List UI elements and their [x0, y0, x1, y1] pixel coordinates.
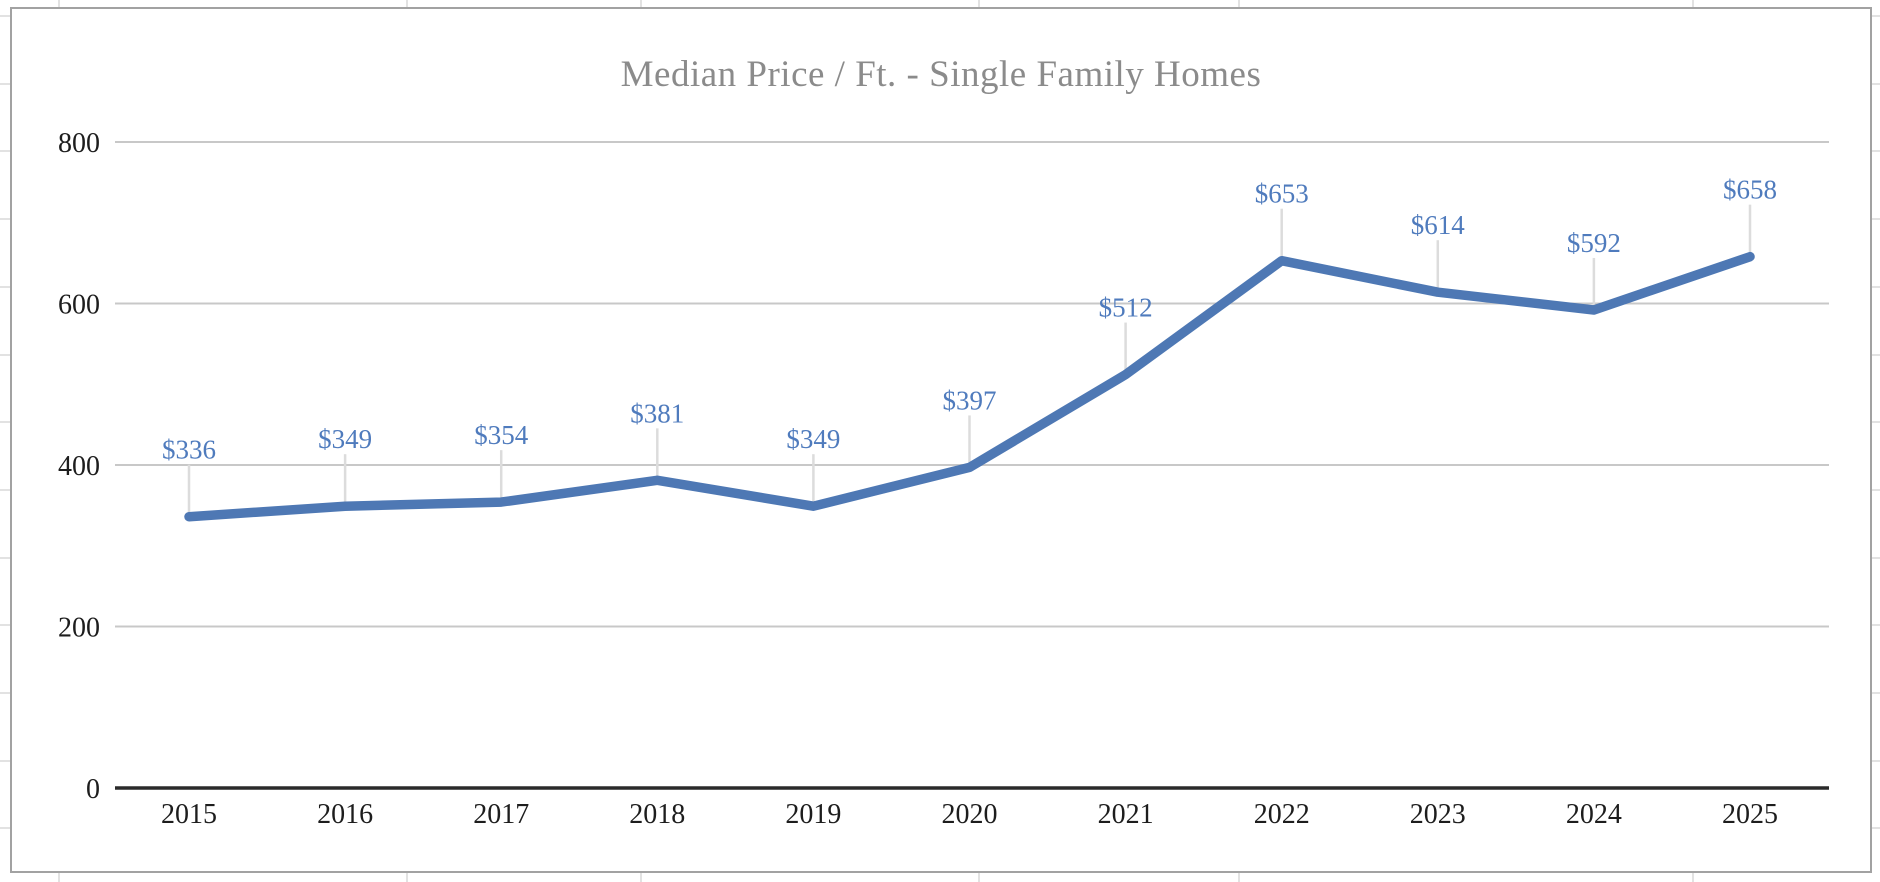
x-axis-tick-label: 2020	[942, 799, 998, 830]
chart-title: Median Price / Ft. - Single Family Homes	[620, 54, 1262, 95]
y-axis-tick-label: 200	[58, 613, 100, 644]
x-axis-tick-label: 2019	[785, 799, 841, 830]
y-axis-tick-label: 400	[58, 451, 100, 482]
data-label: $397	[943, 385, 997, 415]
series-line	[184, 251, 1755, 522]
data-label: $512	[1099, 293, 1153, 323]
x-axis-tick-label: 2016	[317, 799, 373, 830]
y-axis-tick-label: 800	[58, 128, 100, 159]
y-axis-tick-label: 600	[58, 290, 100, 321]
x-axis-tick-label: 2015	[161, 799, 217, 830]
data-label: $658	[1723, 175, 1777, 205]
data-label: $614	[1411, 210, 1466, 240]
x-axis-tick-label: 2025	[1722, 799, 1778, 830]
x-axis-tick-label: 2018	[629, 799, 685, 830]
data-label: $653	[1255, 179, 1309, 209]
data-label: $381	[630, 398, 684, 428]
y-axis-tick-label: 0	[86, 774, 100, 805]
x-axis-tick-label: 2021	[1098, 799, 1154, 830]
data-label: $336	[162, 435, 216, 465]
chart-object[interactable]: Median Price / Ft. - Single Family Homes…	[10, 7, 1872, 873]
data-label: $592	[1567, 228, 1621, 258]
x-axis-tick-label: 2024	[1566, 799, 1622, 830]
data-label: $354	[474, 420, 529, 450]
data-label: $349	[786, 424, 840, 454]
chart-canvas: 0 200 400 600 800 2015 2016 2017 2018 2019 2020 202…	[58, 128, 1829, 830]
data-label: $349	[318, 424, 372, 454]
x-axis-tick-label: 2017	[473, 799, 529, 830]
x-axis-tick-label: 2022	[1254, 799, 1310, 830]
x-axis-tick-label: 2023	[1410, 799, 1466, 830]
